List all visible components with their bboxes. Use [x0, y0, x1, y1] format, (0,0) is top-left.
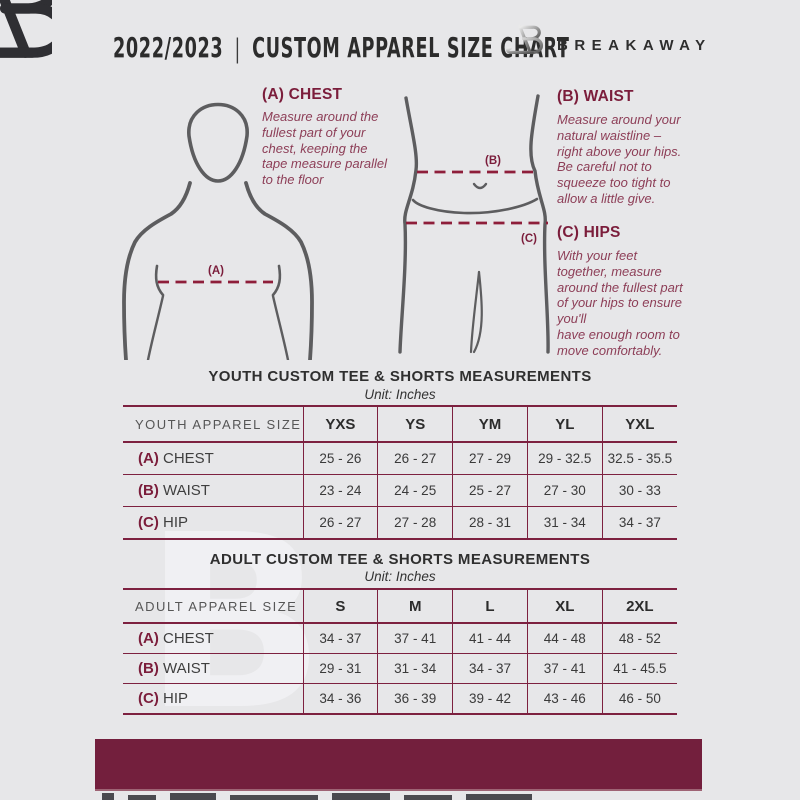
- footer-accent-bar: [95, 739, 702, 791]
- measurement-value-cell: 39 - 42: [452, 683, 528, 714]
- measurement-row: (B) WAIST 29 - 31 31 - 34 34 - 37 37 - 41 41 …: [123, 653, 677, 684]
- measurement-value-cell: 25 - 27: [452, 474, 528, 507]
- table-header-row: ADULT APPAREL SIZE S M L XL 2XL: [123, 589, 677, 624]
- hip-marker-label: (C): [521, 233, 537, 245]
- breakaway-logo-icon: [506, 24, 544, 55]
- measurement-value-cell: 31 - 34: [377, 653, 453, 684]
- measurement-value-cell: 32.5 - 35.5: [601, 442, 677, 475]
- brand-wordmark: BREAKAWAY: [557, 37, 712, 54]
- adult-table-title: ADULT CUSTOM TEE & SHORTS MEASUREMENTS: [209, 551, 591, 568]
- size-column-header: YM: [452, 406, 528, 443]
- measurement-value-cell: 41 - 44: [452, 623, 528, 654]
- measurement-value-cell: 37 - 41: [377, 623, 453, 654]
- size-column-header: YXL: [601, 406, 677, 443]
- upper-torso-diagram: (A): [122, 102, 314, 360]
- measurement-value-cell: 27 - 30: [526, 474, 603, 507]
- measurement-value-cell: 29 - 32.5: [526, 442, 603, 475]
- measurement-value-cell: 29 - 31: [302, 653, 378, 684]
- hips-section-heading: (C) HIPS: [557, 224, 621, 241]
- youth-size-table: YOUTH APPAREL SIZE YXS YS YM YL YXL (A) CHEST…: [123, 405, 677, 540]
- measurement-value-cell: 24 - 25: [377, 474, 453, 507]
- measurement-value-cell: 46 - 50: [601, 683, 677, 714]
- title-divider: |: [234, 34, 241, 64]
- measurement-value-cell: 26 - 27: [377, 442, 453, 475]
- measurement-row: (A) CHEST 25 - 26 26 - 27 27 - 29 29 - 32.5 3…: [123, 442, 677, 475]
- measurement-value-cell: 31 - 34: [526, 506, 603, 539]
- measurement-value-cell: 43 - 46: [526, 683, 603, 714]
- size-column-header: M: [377, 589, 453, 624]
- size-column-header: XL: [526, 589, 603, 624]
- measurement-value-cell: 25 - 26: [302, 442, 378, 475]
- waist-marker-label: (B): [485, 155, 501, 167]
- measurement-value-cell: 44 - 48: [526, 623, 603, 654]
- size-column-header: YS: [377, 406, 453, 443]
- corner-partial-logo-icon: [0, 0, 52, 58]
- measurement-row: (A) CHEST 34 - 37 37 - 41 41 - 44 44 - 48 48 …: [123, 623, 677, 654]
- chart-title: CUSTOM APPAREL SIZE CHART: [252, 31, 570, 64]
- measurement-row-label: (A) CHEST: [123, 442, 303, 475]
- hips-section-body: With your feet together, measure around …: [557, 248, 683, 358]
- measurement-value-cell: 34 - 37: [302, 623, 378, 654]
- chest-marker-label: (A): [208, 265, 224, 277]
- size-label-column-header: ADULT APPAREL SIZE: [123, 589, 303, 624]
- size-column-header: L: [452, 589, 528, 624]
- size-label-column-header: YOUTH APPAREL SIZE: [123, 406, 303, 443]
- page-title: 2022/2023 | CUSTOM APPAREL SIZE CHART: [113, 31, 570, 64]
- season-label: 2022/2023: [113, 31, 224, 64]
- waist-section-heading: (B) WAIST: [557, 88, 634, 105]
- measurement-row-label: (B) WAIST: [123, 653, 303, 684]
- chest-section-body: Measure around the fullest part of your …: [262, 109, 388, 188]
- measurement-value-cell: 34 - 36: [302, 683, 378, 714]
- bottom-edge-artifact: [102, 792, 562, 800]
- measurement-value-cell: 27 - 29: [452, 442, 528, 475]
- size-column-header: YXS: [302, 406, 378, 443]
- waist-section-body: Measure around your natural waistline – …: [557, 112, 682, 206]
- measurement-value-cell: 36 - 39: [377, 683, 453, 714]
- table-header-row: YOUTH APPAREL SIZE YXS YS YM YL YXL: [123, 406, 677, 443]
- measurement-row: (C) HIP 34 - 36 36 - 39 39 - 42 43 - 46 46 - …: [123, 683, 677, 714]
- measurement-value-cell: 41 - 45.5: [601, 653, 677, 684]
- measurement-value-cell: 48 - 52: [601, 623, 677, 654]
- measurement-value-cell: 26 - 27: [302, 506, 378, 539]
- adult-table-unit: Unit: Inches: [364, 569, 436, 584]
- measurement-value-cell: 23 - 24: [302, 474, 378, 507]
- youth-table-unit: Unit: Inches: [364, 387, 436, 402]
- measurement-value-cell: 34 - 37: [452, 653, 528, 684]
- measurement-row: (C) HIP 26 - 27 27 - 28 28 - 31 31 - 34 34 - …: [123, 506, 677, 539]
- measurement-row-label: (A) CHEST: [123, 623, 303, 654]
- measurement-value-cell: 30 - 33: [601, 474, 677, 507]
- size-column-header: S: [302, 589, 378, 624]
- size-column-header: YL: [526, 406, 603, 443]
- measurement-value-cell: 27 - 28: [377, 506, 453, 539]
- adult-size-table: ADULT APPAREL SIZE S M L XL 2XL (A) CHEST 34 -…: [123, 588, 677, 715]
- size-column-header: 2XL: [601, 589, 677, 624]
- measurement-value-cell: 34 - 37: [601, 506, 677, 539]
- measurement-value-cell: 28 - 31: [452, 506, 528, 539]
- measurement-row-label: (C) HIP: [138, 690, 189, 707]
- chest-section-heading: (A) CHEST: [262, 86, 343, 103]
- measurement-value-cell: 37 - 41: [526, 653, 603, 684]
- measurement-row: (B) WAIST 23 - 24 24 - 25 25 - 27 27 - 30 30 …: [123, 474, 677, 507]
- measurement-row-label: (B) WAIST: [123, 474, 303, 507]
- lower-torso-diagram: (B) (C): [398, 94, 550, 354]
- youth-table-title: YOUTH CUSTOM TEE & SHORTS MEASUREMENTS: [208, 368, 592, 385]
- measurement-row-label: (C) HIP: [138, 514, 189, 531]
